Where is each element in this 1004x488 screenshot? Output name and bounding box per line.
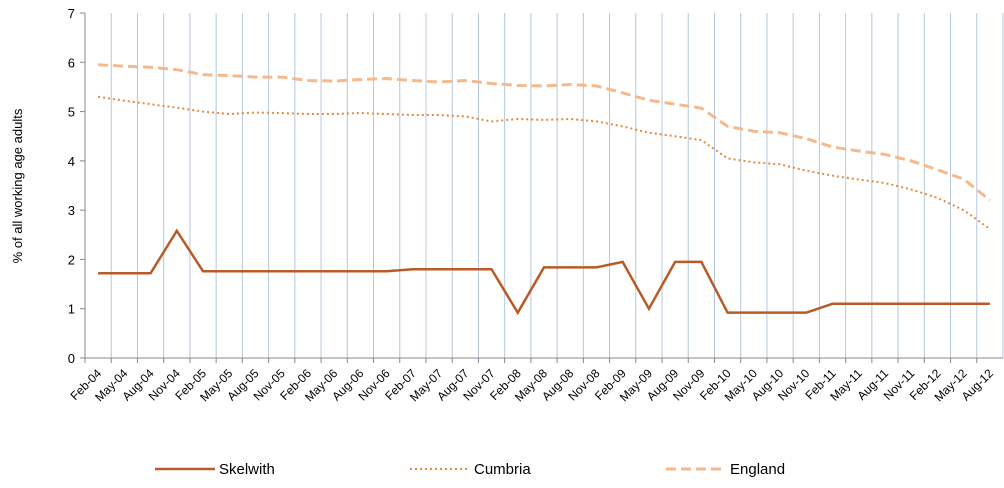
y-tick-label: 5 (68, 105, 75, 120)
y-axis-label: % of all working age adults (10, 108, 25, 263)
y-tick-label: 6 (68, 55, 75, 70)
series-line (97, 95, 991, 230)
y-tick-label: 7 (68, 6, 75, 21)
y-tick-label: 1 (68, 302, 75, 317)
y-tick-label: 0 (68, 351, 75, 366)
legend-label: England (730, 461, 785, 478)
series-line (98, 63, 991, 202)
y-tick-label: 3 (68, 203, 75, 218)
y-tick-label: 4 (68, 154, 75, 169)
y-tick-label: 2 (68, 252, 75, 267)
series-line (98, 228, 990, 316)
legend-label: Skelwith (219, 461, 275, 478)
legend-label: Cumbria (474, 461, 531, 478)
